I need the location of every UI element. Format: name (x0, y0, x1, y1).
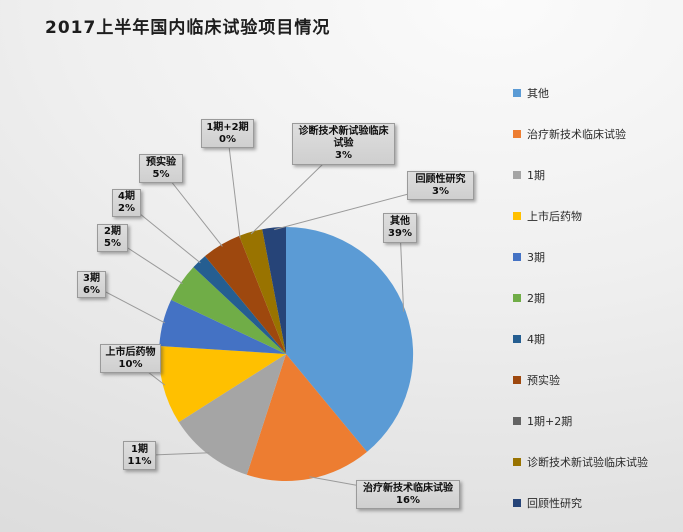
legend-item-7: 预实验 (513, 359, 681, 400)
legend-marker-icon (513, 457, 521, 466)
leader-line-10 (274, 185, 441, 231)
legend-item-10: 回顾性研究 (513, 482, 681, 523)
legend-label: 治疗新技术临床试验 (527, 127, 626, 141)
legend-label: 2期 (527, 291, 545, 305)
legend-marker-icon (513, 334, 521, 343)
legend-label: 诊断技术新试验临床试验 (527, 455, 648, 469)
pie-slice-3 (159, 346, 286, 423)
legend-label: 3期 (527, 250, 545, 264)
leader-line-7 (160, 168, 223, 247)
pie-slice-0 (286, 226, 414, 452)
leader-line-2 (139, 452, 210, 456)
legend-label: 回顾性研究 (527, 496, 582, 510)
legend-item-9: 诊断技术新试验临床试验 (513, 441, 681, 482)
pie-slice-1 (246, 354, 367, 482)
legend-label: 4期 (527, 332, 545, 346)
leader-line-1 (309, 476, 409, 495)
legend-label: 上市后药物 (527, 209, 582, 223)
chart-title: 2017上半年国内临床试验项目情况 (45, 18, 331, 38)
legend-label: 1期+2期 (527, 414, 573, 428)
legend-item-3: 上市后药物 (513, 195, 681, 236)
legend-marker-icon (513, 416, 521, 425)
legend-marker-icon (513, 498, 521, 507)
legend-label: 其他 (527, 86, 549, 100)
legend-marker-icon (513, 293, 521, 302)
leader-line-9 (250, 143, 344, 235)
legend-marker-icon (513, 211, 521, 220)
leader-line-8 (227, 133, 241, 238)
legend-marker-icon (513, 252, 521, 261)
pie-slice-7 (205, 235, 286, 354)
legend-item-2: 1期 (513, 154, 681, 195)
pie-slice-5 (171, 267, 286, 354)
pie-slice-4 (159, 299, 286, 354)
legend-marker-icon (513, 88, 521, 97)
leader-line-5 (112, 237, 183, 285)
leader-line-4 (91, 284, 166, 324)
legend-item-8: 1期+2期 (513, 400, 681, 441)
legend-label: 预实验 (527, 373, 560, 387)
pie-slice-2 (178, 354, 286, 475)
legend-label: 1期 (527, 168, 545, 182)
legend-marker-icon (513, 170, 521, 179)
legend-marker-icon (513, 129, 521, 138)
chart-legend: 其他治疗新技术临床试验 1期上市后药物 3期 2期 4期预实验 1期+2期诊断技术新试验临… (513, 72, 681, 523)
pie-slice-9 (239, 229, 286, 354)
legend-item-1: 治疗新技术临床试验 (513, 113, 681, 154)
legend-marker-icon (513, 375, 521, 384)
legend-item-4: 3期 (513, 236, 681, 277)
pie-slice-10 (262, 226, 286, 354)
legend-item-6: 4期 (513, 318, 681, 359)
legend-item-0: 其他 (513, 72, 681, 113)
legend-item-5: 2期 (513, 277, 681, 318)
pie-slice-6 (193, 256, 286, 354)
